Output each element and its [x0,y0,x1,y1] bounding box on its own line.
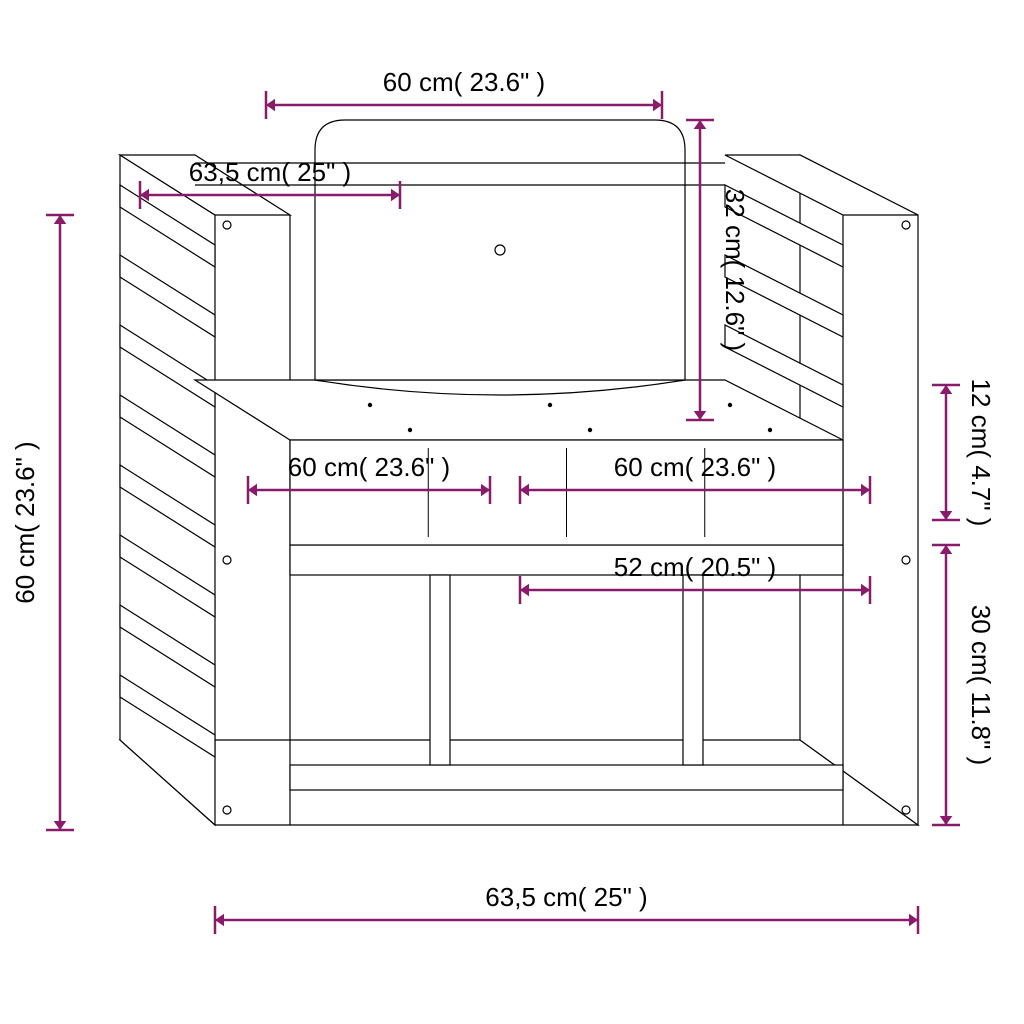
back-tuft [495,245,505,255]
dim-label: 32 cm( 12.6" ) [720,189,750,351]
dim-arrowhead [215,914,224,927]
screw [223,221,231,229]
dim-label: 52 cm( 20.5" ) [614,552,776,582]
dim-arrowhead [940,385,953,394]
dim-label: 12 cm( 4.7" ) [966,379,996,527]
seat-cushion-top [195,380,843,440]
dim-arrowhead [266,99,275,112]
dim-label: 60 cm( 23.6" ) [10,441,40,603]
dim-label: 60 cm( 23.6" ) [383,67,545,97]
chair-drawing [120,120,918,825]
under-support [430,575,450,765]
dim-label: 63,5 cm( 25" ) [485,882,647,912]
dim-label: 30 cm( 11.8" ) [966,605,996,765]
dim-arrowhead [940,816,953,825]
dim-arrowhead [54,215,67,224]
tuft-dot [768,428,772,432]
dim-arrowhead [520,584,529,597]
under-support [683,575,703,765]
dim-arrowhead [54,821,67,830]
dim-arrowhead [940,545,953,554]
lower-front-rail [290,765,843,790]
dim-label: 60 cm( 23.6" ) [288,452,450,482]
dim-arrowhead [940,511,953,520]
dim-label: 63,5 cm( 25" ) [189,157,351,187]
tuft-dot [728,403,732,407]
tuft-dot [548,403,552,407]
tuft-dot [588,428,592,432]
dim-arrowhead [653,99,662,112]
dim-label: 60 cm( 23.6" ) [614,452,776,482]
dim-arrowhead [694,120,707,129]
screw [223,556,231,564]
tuft-dot [408,428,412,432]
dim-arrowhead [248,484,257,497]
dim-arrowhead [909,914,918,927]
tuft-dot [368,403,372,407]
